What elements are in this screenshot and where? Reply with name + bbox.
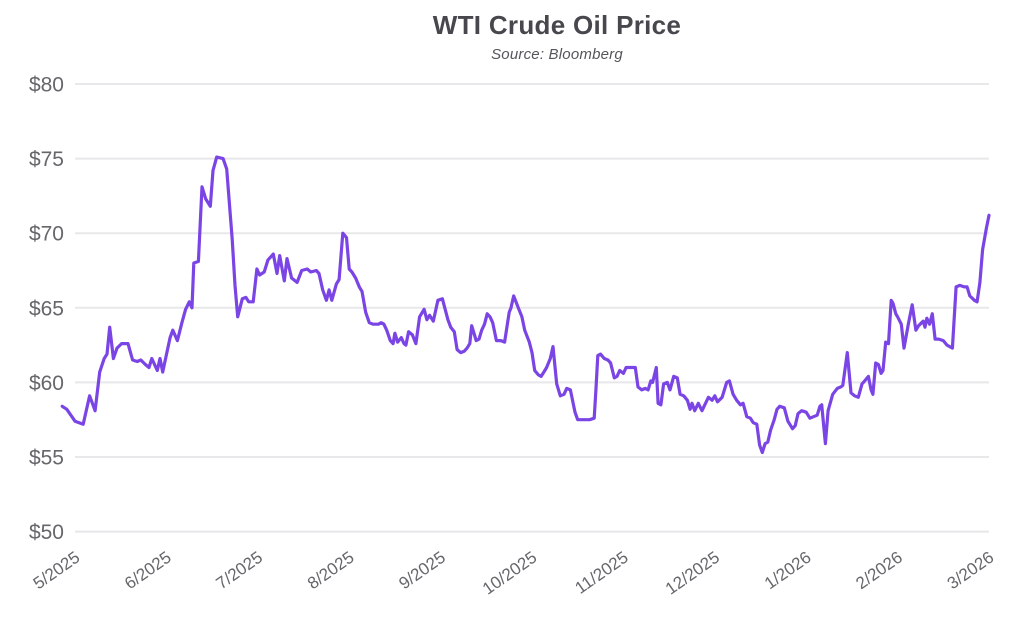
x-axis-tick-label: 9/2025 [395, 548, 448, 593]
x-axis-tick-label: 1/2026 [761, 548, 814, 593]
x-axis-tick-label: 3/2026 [944, 548, 997, 593]
y-axis-tick-label: $55 [29, 447, 64, 470]
y-axis-tick-label: $80 [29, 74, 64, 97]
y-axis-tick-label: $70 [29, 223, 64, 246]
x-axis-tick-label: 8/2025 [304, 548, 357, 593]
x-axis-tick-label: 6/2025 [121, 548, 174, 593]
x-axis-tick-label: 7/2025 [213, 548, 266, 593]
y-axis-tick-label: $50 [29, 521, 64, 544]
x-axis-tick-label: 10/2025 [479, 548, 540, 599]
x-axis-tick-label: 5/2025 [30, 548, 83, 593]
y-axis-tick-label: $60 [29, 372, 64, 395]
y-axis-tick-label: $75 [29, 148, 64, 171]
x-axis-tick-label: 2/2026 [852, 548, 905, 593]
x-axis-tick-label: 11/2025 [571, 548, 631, 598]
x-axis-tick-label: 12/2025 [662, 548, 723, 599]
y-axis-tick-label: $65 [29, 297, 64, 320]
price-line-series [60, 155, 991, 455]
